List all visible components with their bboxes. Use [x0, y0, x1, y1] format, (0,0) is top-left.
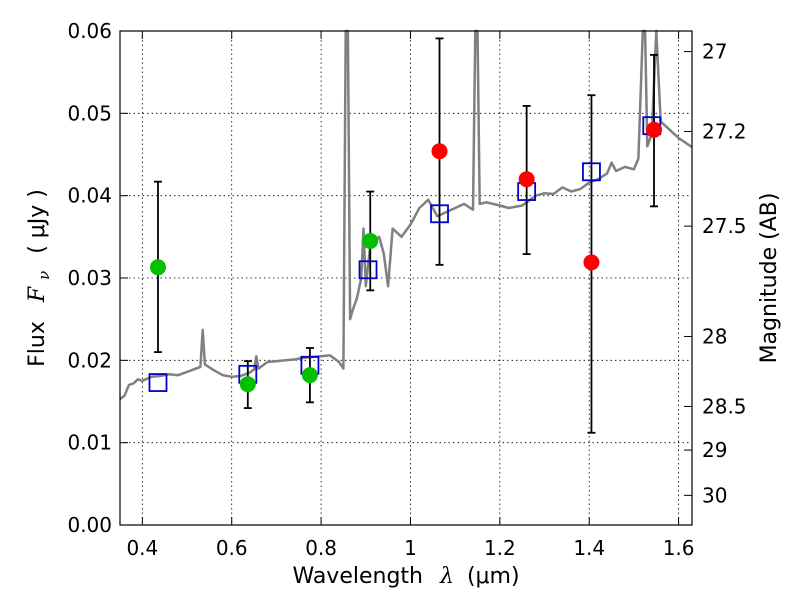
observed-point-green	[301, 367, 318, 384]
x-tick-label: 0.6	[216, 536, 248, 560]
y-axis-label: Flux F ν ( μJy )	[25, 189, 55, 367]
grid-lines	[120, 30, 692, 526]
magnitude-tick-label: 28.5	[702, 394, 747, 418]
magnitude-tick-label: 27.2	[702, 119, 747, 143]
x-axis-label-symbol: λ	[439, 564, 454, 589]
observed-points-group	[149, 121, 663, 393]
observed-point-red	[646, 121, 663, 138]
x-tick-label: 0.8	[305, 536, 337, 560]
magnitude-axis-label: Magnitude (AB)	[757, 193, 782, 364]
observed-point-green	[239, 376, 256, 393]
errorbars-group	[153, 37, 659, 434]
y-tick-label: 0.00	[67, 513, 112, 537]
model-photometry-square	[430, 204, 449, 224]
model-photometry-square	[148, 373, 168, 392]
magnitude-tick-label: 27.5	[702, 214, 747, 238]
x-tick-label: 1.4	[573, 536, 605, 560]
y-axis-label-subscript: ν	[35, 271, 53, 280]
observed-point-red	[518, 171, 535, 188]
magnitude-tick-label: 28	[702, 324, 727, 348]
model-photometry-square	[582, 162, 601, 182]
x-tick-label: 1.6	[663, 536, 695, 560]
magnitude-tick-label: 29	[702, 438, 727, 462]
magnitude-tick-label: 27	[702, 40, 727, 64]
observed-point-green	[362, 232, 379, 249]
x-axis-label-unit: (μm)	[467, 564, 520, 589]
sed-model-curve	[119, 29, 693, 401]
magnitude-tick-label: 30	[702, 483, 727, 507]
y-tick-label: 0.03	[67, 266, 112, 290]
observed-point-red	[431, 143, 448, 160]
axis-ticks: 0.4 0.6 0.8 1 1.2 1.4 1.6 0.00 0.01 0.02 0.03 0.04 0…	[67, 19, 746, 560]
sed-curve-group	[119, 29, 693, 401]
y-axis-label-main: Flux	[25, 321, 50, 367]
x-axis-label-main: Wavelength	[292, 564, 423, 589]
model-photometry-group	[148, 116, 662, 392]
observed-point-green	[149, 259, 166, 276]
y-axis-label-symbol: F	[25, 286, 50, 303]
y-tick-label: 0.04	[67, 184, 112, 208]
y-tick-label: 0.01	[67, 431, 112, 455]
y-tick-label: 0.05	[67, 101, 112, 125]
y-tick-label: 0.02	[67, 348, 112, 372]
x-axis-label: Wavelength λ (μm)	[292, 564, 519, 589]
x-tick-label: 0.4	[126, 536, 158, 560]
observed-point-red	[583, 254, 600, 271]
x-tick-label: 1.2	[484, 536, 516, 560]
x-tick-label: 1	[404, 536, 417, 560]
y-axis-label-unit: ( μJy )	[25, 189, 50, 254]
model-photometry-square	[358, 260, 378, 280]
y-tick-label: 0.06	[67, 19, 112, 43]
